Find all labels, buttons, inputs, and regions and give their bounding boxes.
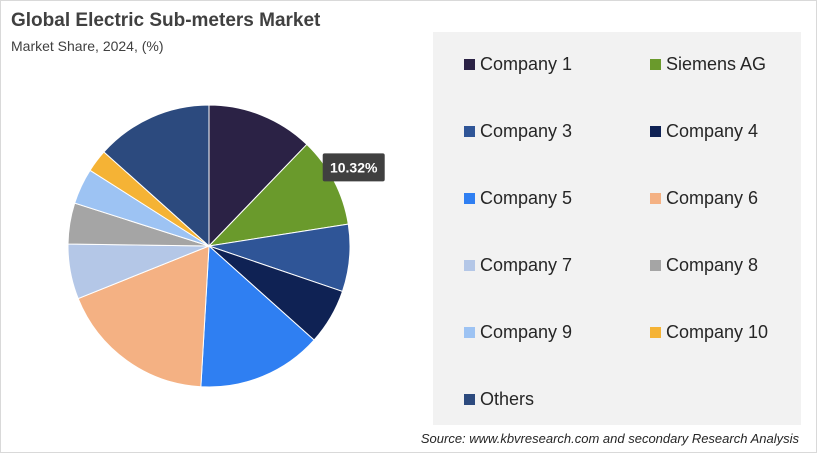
legend-swatch [464,260,475,271]
legend-item-others: Others [464,389,534,410]
legend-label: Company 5 [480,188,573,208]
legend-item-company-7: Company 7 [464,255,572,276]
legend-item-company-5: Company 5 [464,188,572,209]
legend: Company 1 Siemens AG Company 3 Company 4 Com… [433,32,801,425]
source-note: Source: www.kbvresearch.com and secondar… [420,431,799,446]
legend-label: Company 6 [666,188,759,208]
chart-subtitle: Market Share, 2024, (%) [11,38,164,54]
legend-swatch [650,59,661,70]
legend-swatch [650,327,661,338]
legend-label: Siemens AG [666,54,767,74]
pie-slice-company-1 [208,104,308,248]
legend-label: Company 3 [480,121,573,141]
legend-label: Company 1 [480,54,573,74]
pie-slice-company-5 [200,244,315,388]
legend-label: Company 10 [666,322,769,342]
legend-swatch [650,193,661,204]
legend-swatch [650,260,661,271]
pie-slice-others [103,104,210,248]
legend-item-siemens-ag: Siemens AG [650,54,766,75]
data-label-text: 10.32% [330,159,378,175]
legend-label: Company 4 [666,121,759,141]
legend-item-company-4: Company 4 [650,121,758,142]
legend-label: Others [480,389,535,409]
legend-swatch [464,327,475,338]
legend-swatch [464,126,475,137]
legend-item-company-1: Company 1 [464,54,572,75]
legend-swatch [464,193,475,204]
legend-swatch [464,394,475,405]
chart-title: Global Electric Sub-meters Market [11,10,321,31]
legend-item-company-8: Company 8 [650,255,758,276]
pie-chart: 10.32% [67,104,385,388]
data-label-box [322,153,385,182]
legend-item-company-10: Company 10 [650,322,768,343]
data-label-siemens-ag: 10.32% [322,153,385,182]
legend-swatch [464,59,475,70]
legend-swatch [650,126,661,137]
legend-label: Company 8 [666,255,759,275]
legend-item-company-6: Company 6 [650,188,758,209]
pie-slice-company-6 [77,245,210,388]
legend-label: Company 9 [480,322,573,342]
legend-item-company-3: Company 3 [464,121,572,142]
legend-label: Company 7 [480,255,573,275]
legend-item-company-9: Company 9 [464,322,572,343]
